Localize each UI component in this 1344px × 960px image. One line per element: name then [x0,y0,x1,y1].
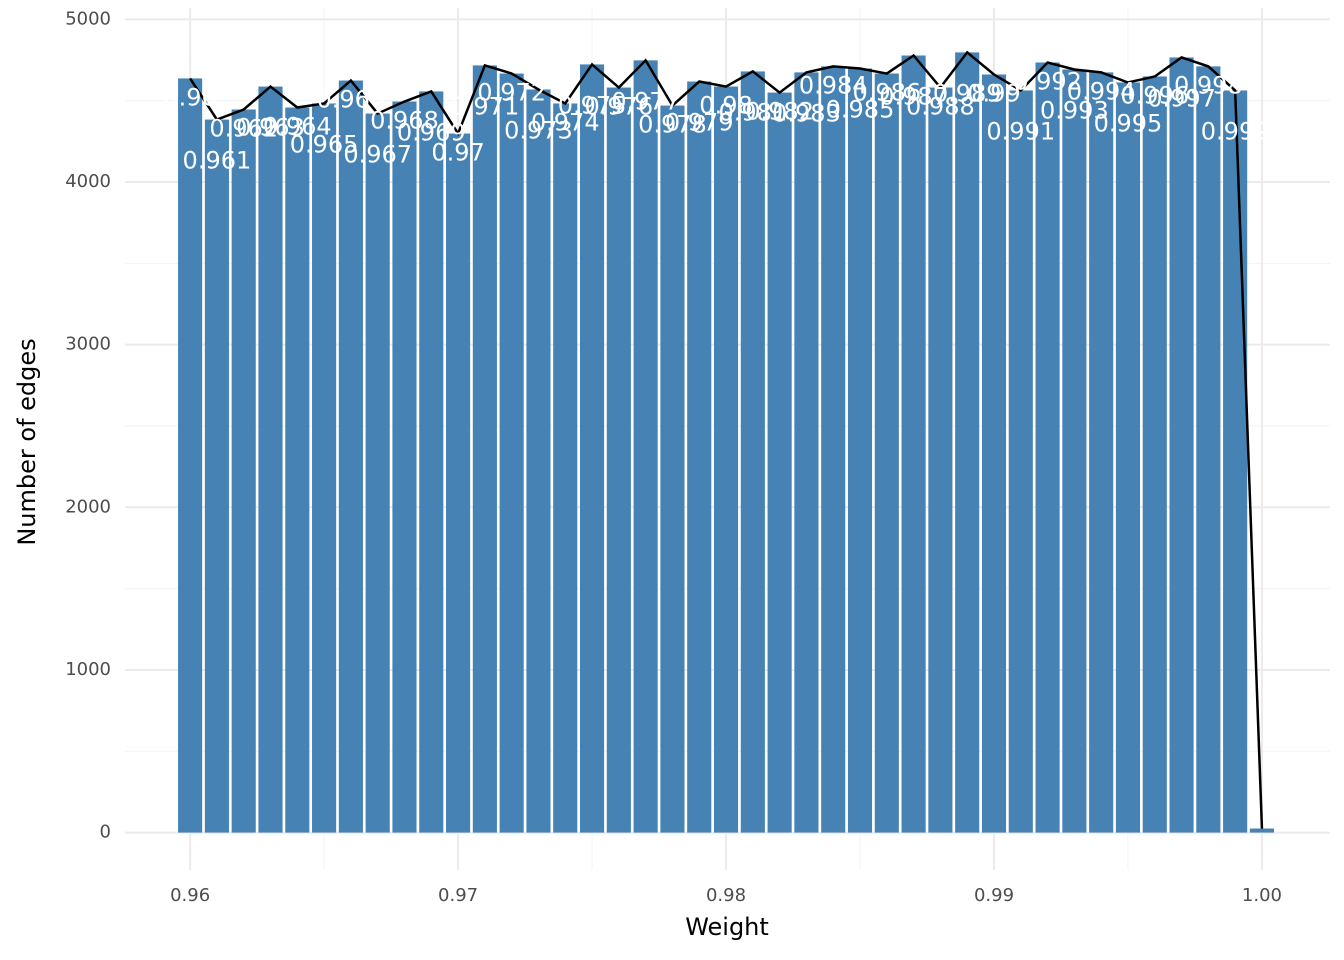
bar [928,87,953,833]
bar-label: 0.984 [799,71,868,99]
y-tick-label: 3000 [65,334,111,355]
bar-label: 0.966 [317,86,386,114]
bar [1169,57,1194,833]
bar [606,87,631,833]
bar-label: 0.989 [933,79,1002,107]
bar-label: 0.999 [1201,117,1270,145]
x-tick-label: 0.98 [706,885,746,906]
bar-label: 0.979 [665,109,734,137]
y-tick-label: 2000 [65,496,111,517]
bar-label: 0.961 [183,147,252,175]
bar [1089,72,1114,833]
x-tick-label: 0.99 [974,885,1014,906]
bar [633,60,658,833]
bar [338,80,363,833]
bar-label: 0.982 [745,98,814,126]
bar-label: 0.98 [699,92,752,120]
y-axis-title: Number of edges [13,338,41,545]
bar-label: 0.97 [431,139,484,167]
bar [1196,66,1221,833]
x-tick-label: 0.97 [438,885,478,906]
bar [204,119,229,833]
bar [874,73,899,833]
bar-label: 0.995 [1094,109,1163,137]
bar-label: 0.988 [906,93,975,121]
bar [767,92,792,833]
bar-label: 0.998 [1174,71,1243,99]
bar [579,64,605,833]
bar-label: 0.972 [477,79,546,107]
bar [740,71,765,833]
bar-label: 0.981 [718,98,787,126]
bar [312,103,337,833]
bar [231,109,256,833]
bar-label: 0.977 [611,87,680,115]
bar-label: 0.975 [558,91,627,119]
bar [901,55,926,833]
bar-label: 0.978 [638,111,707,139]
bar [285,107,310,833]
bar [258,86,283,833]
bar-label: 0.994 [1067,77,1136,105]
bar-label: 0.997 [1147,84,1216,112]
bar-label: 0.974 [531,108,600,136]
bar-label: 0.967 [343,141,412,169]
bar [178,78,203,833]
y-tick-label: 5000 [65,8,111,29]
x-tick-label: 1.00 [1242,885,1282,906]
bar [660,105,685,833]
bar-label: 0.976 [584,93,653,121]
bar [1035,62,1060,833]
bar [821,66,846,833]
trend-line [189,50,1264,829]
bar [713,86,739,833]
bar-label: 0.963 [236,114,305,142]
y-tick-label: 4000 [65,171,111,192]
bar [981,74,1007,833]
y-tick-label: 1000 [65,659,111,680]
bar [955,52,980,833]
bar [1115,82,1141,833]
bar [365,113,390,833]
bar [1062,69,1087,833]
bar-label: 0.986 [852,79,921,107]
bar [446,133,471,833]
x-axis-title: Weight [685,913,769,941]
bar-label: 0.991 [986,117,1055,145]
bar-label: 0.968 [370,107,439,135]
bar [794,72,819,833]
y-tick-label: 0 [100,822,111,843]
bar [1008,90,1033,833]
bar [419,91,444,833]
x-tick-label: 0.96 [170,885,210,906]
bar [553,103,578,833]
bar [847,68,873,833]
bar-label: 0.987 [879,82,948,110]
bar-label: 0.983 [772,99,841,127]
bar-label: 0.965 [290,130,359,158]
bar-label: 0.985 [826,96,895,124]
bar [687,81,712,833]
bar-label: 0.992 [1013,67,1082,95]
bar-label: 0.962 [209,114,278,142]
bar-label: 0.971 [451,92,520,120]
bar [472,65,497,833]
bar [526,89,551,833]
bar [392,101,417,833]
bar-label: 0.99 [967,80,1020,108]
bar [1142,76,1167,833]
bar-label: 0.969 [397,118,466,146]
bar-label: 0.973 [504,116,573,144]
bar-label: 0.96 [163,83,216,111]
bar-label: 0.993 [1040,96,1109,124]
bar [1249,828,1274,833]
bar [499,73,524,833]
bar-label: 0.964 [263,113,332,141]
bar-label: 0.996 [1120,81,1189,109]
bar [1223,90,1248,833]
